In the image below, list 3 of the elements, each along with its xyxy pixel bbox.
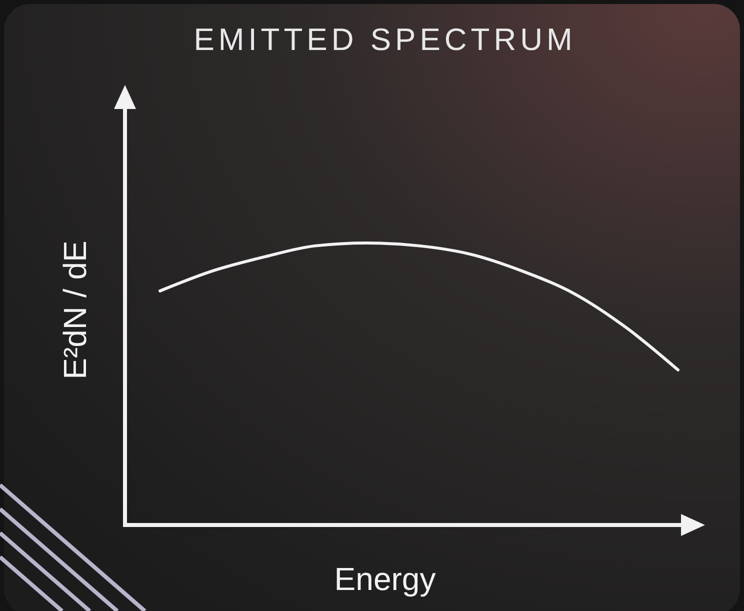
y-axis-title: E²dN / dE [57,240,93,380]
chart-title: EMITTED SPECTRUM [194,22,576,57]
x-axis-title: Energy [334,561,436,597]
